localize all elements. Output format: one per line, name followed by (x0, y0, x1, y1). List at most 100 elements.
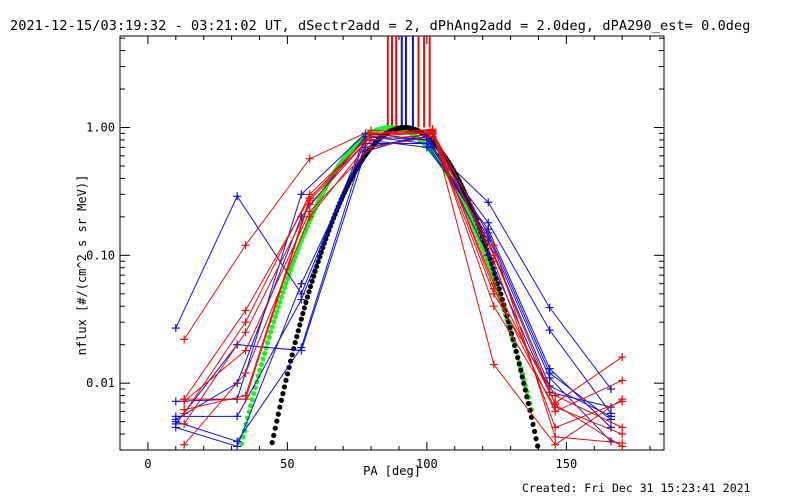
data-point-plus (489, 302, 498, 311)
fit-point (519, 374, 525, 380)
data-point-plus (241, 318, 250, 327)
fit-point (507, 324, 513, 331)
fit-point (271, 319, 277, 325)
series-14 (180, 127, 627, 448)
created-timestamp: Created: Fri Dec 31 15:23:41 2021 (522, 481, 751, 495)
data-point-plus (241, 395, 250, 404)
fit-point (533, 436, 539, 442)
data-point-plus (241, 241, 250, 250)
fit-point (260, 356, 266, 362)
fit-point (249, 396, 255, 403)
data-point-plus (305, 154, 314, 163)
x-tick-label: 0 (144, 457, 151, 471)
fit-point (508, 330, 515, 336)
data-point-plus (180, 335, 189, 344)
y-axis-ticks: 0.01 0.10 1.00 (86, 37, 664, 451)
data-point-plus (489, 241, 498, 250)
fit-point (522, 387, 528, 393)
fit-point (512, 342, 518, 348)
fit-point (516, 361, 522, 367)
series-line (183, 135, 623, 447)
fit-point (311, 273, 317, 279)
fit-point (269, 440, 275, 446)
x-axis-label: PA [deg] (363, 464, 421, 478)
fit-point (263, 345, 269, 351)
fit-point (525, 400, 532, 407)
data-point-plus (297, 295, 306, 304)
data-point-plus (361, 147, 370, 156)
data-point-plus (241, 328, 250, 337)
fit-point (312, 268, 318, 274)
series-line (184, 131, 623, 444)
fit-point (300, 310, 306, 317)
series-11 (180, 128, 627, 432)
y-tick-label: 0.01 (86, 376, 115, 390)
data-point-plus (171, 419, 180, 428)
series-line (175, 132, 612, 414)
data-point-plus (551, 440, 560, 449)
series-line (183, 134, 623, 446)
fit-point (283, 377, 289, 383)
data-point-plus (551, 400, 560, 409)
chart-title: 2021-12-15/03:19:32 - 03:21:02 UT, dSect… (10, 18, 751, 34)
fit-point (248, 403, 254, 409)
fit-point (274, 309, 280, 315)
data-point-plus (618, 442, 627, 451)
data-point-plus (180, 405, 189, 414)
fit-point (238, 440, 245, 447)
fit-point (280, 289, 286, 295)
fit-point (284, 275, 291, 282)
x-tick-label: 150 (556, 457, 578, 471)
fit-point (281, 384, 288, 390)
series-5 (171, 132, 615, 451)
series-9 (180, 126, 627, 416)
fit-point (309, 278, 315, 284)
data-point-plus (180, 419, 189, 428)
data-point-plus (545, 326, 554, 335)
fit-point (515, 355, 521, 361)
fit-point (493, 275, 499, 282)
fit-point (304, 294, 311, 300)
fit-point (268, 329, 274, 335)
series-line (175, 136, 612, 390)
data-series (171, 125, 627, 451)
data-point-plus (489, 360, 498, 369)
data-point-plus (233, 412, 242, 421)
fit-point (284, 371, 291, 377)
data-point-plus (618, 353, 627, 362)
data-point-plus (551, 432, 560, 441)
fit-point (275, 304, 281, 310)
series-line (184, 132, 623, 435)
data-point-plus (606, 385, 615, 394)
data-point-plus (428, 132, 437, 141)
vertical-marker-lines (386, 36, 431, 128)
data-point-plus (489, 289, 498, 298)
data-point-plus (545, 303, 554, 312)
data-point-plus (241, 369, 250, 378)
data-point-plus (367, 132, 376, 141)
fit-point (286, 364, 292, 371)
fit-point (527, 407, 533, 413)
data-point-plus (618, 397, 627, 406)
series-6 (171, 132, 615, 424)
data-point-plus (545, 369, 554, 378)
fit-curve (238, 124, 535, 447)
x-tick-label: 100 (416, 457, 438, 471)
series-line (183, 129, 623, 413)
fit-point (278, 397, 284, 403)
series-15 (180, 132, 627, 451)
fit-point (496, 286, 502, 292)
data-point-plus (618, 430, 627, 439)
fit-point (297, 322, 303, 328)
series-13 (180, 129, 627, 439)
fit-point (531, 428, 538, 435)
fit-point (275, 411, 281, 417)
fit-point (258, 361, 265, 368)
data-point-plus (489, 251, 498, 260)
fit-point (261, 350, 268, 357)
fit-point (292, 339, 298, 346)
fit-point (306, 289, 312, 295)
x-tick-label: 50 (280, 457, 294, 471)
data-point-plus (171, 397, 180, 406)
